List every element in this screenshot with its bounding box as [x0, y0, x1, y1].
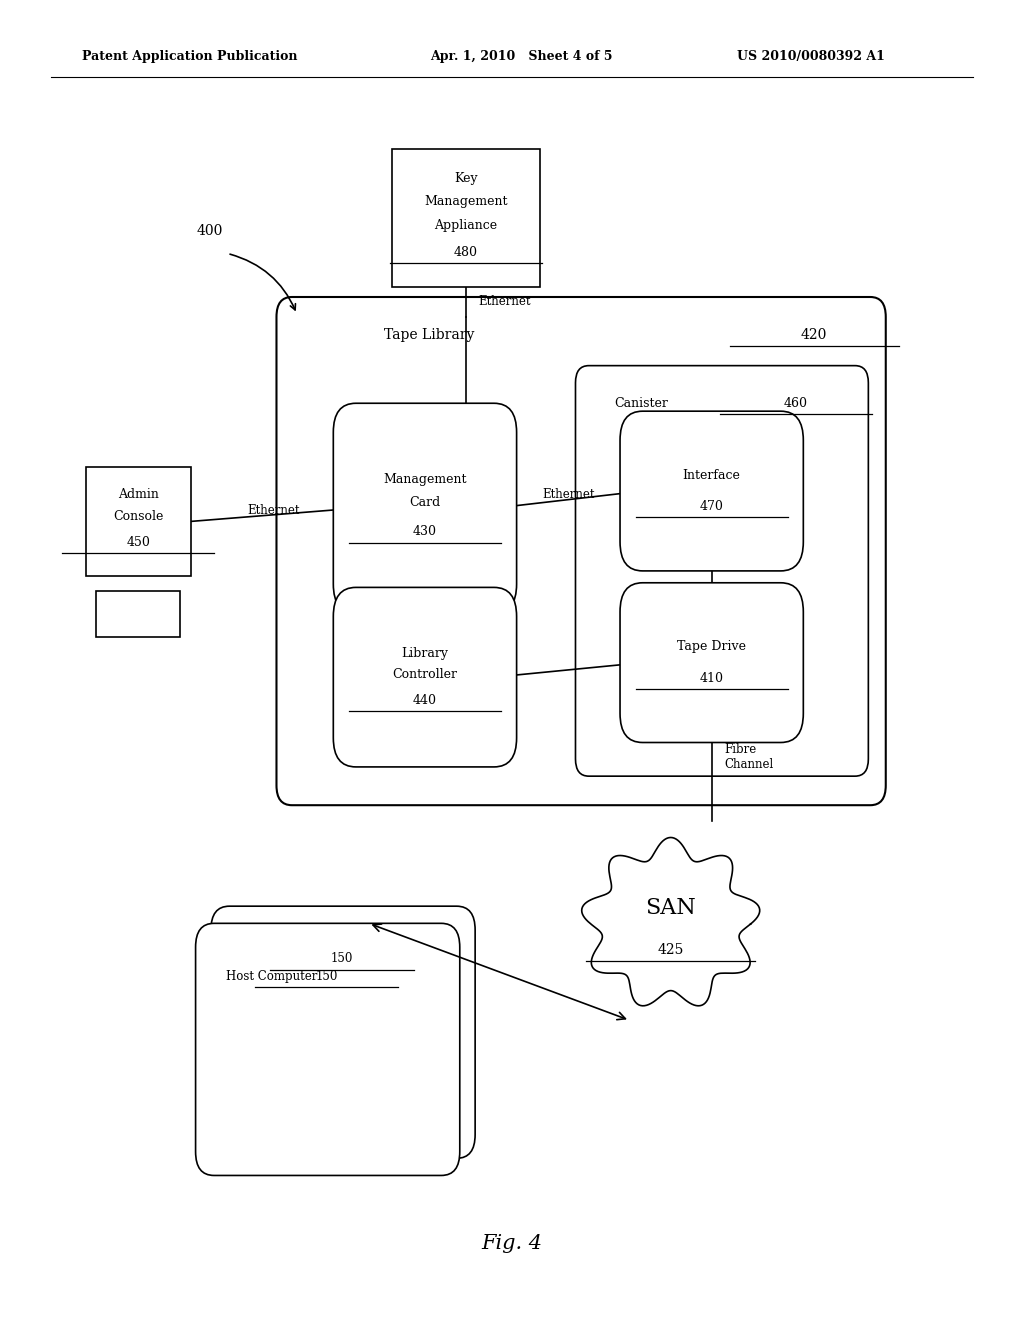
Text: 430: 430: [413, 525, 437, 539]
FancyBboxPatch shape: [333, 404, 516, 612]
Text: Canister: Canister: [614, 397, 669, 411]
Text: 420: 420: [801, 329, 827, 342]
Text: US 2010/0080392 A1: US 2010/0080392 A1: [737, 50, 885, 63]
FancyBboxPatch shape: [575, 366, 868, 776]
Text: Fig. 4: Fig. 4: [481, 1234, 543, 1253]
Text: Interface: Interface: [683, 469, 740, 482]
Text: Card: Card: [410, 496, 440, 510]
Text: Host Computer: Host Computer: [242, 953, 337, 965]
FancyBboxPatch shape: [620, 412, 803, 570]
Text: 425: 425: [657, 944, 684, 957]
Text: Library: Library: [401, 647, 449, 660]
FancyBboxPatch shape: [196, 924, 460, 1175]
Text: Patent Application Publication: Patent Application Publication: [82, 50, 297, 63]
Text: 150: 150: [331, 953, 353, 965]
FancyBboxPatch shape: [211, 906, 475, 1159]
FancyBboxPatch shape: [96, 590, 180, 636]
Text: 440: 440: [413, 694, 437, 708]
Text: Tape Drive: Tape Drive: [677, 640, 746, 653]
Text: 480: 480: [454, 246, 478, 259]
Text: Fibre
Channel: Fibre Channel: [724, 743, 773, 771]
Text: Ethernet: Ethernet: [542, 488, 595, 502]
Text: Appliance: Appliance: [434, 219, 498, 232]
Text: Console: Console: [113, 510, 164, 523]
Text: 450: 450: [126, 536, 151, 549]
Text: 470: 470: [699, 500, 724, 513]
Text: Key: Key: [454, 172, 478, 185]
Text: Controller: Controller: [392, 668, 458, 681]
FancyBboxPatch shape: [391, 149, 541, 288]
Text: Tape Library: Tape Library: [384, 329, 474, 342]
Text: Apr. 1, 2010   Sheet 4 of 5: Apr. 1, 2010 Sheet 4 of 5: [430, 50, 612, 63]
Text: 150: 150: [315, 970, 338, 982]
Text: Ethernet: Ethernet: [247, 504, 300, 517]
Text: Host Computer: Host Computer: [226, 970, 322, 982]
FancyBboxPatch shape: [620, 583, 803, 742]
FancyBboxPatch shape: [276, 297, 886, 805]
Text: SAN: SAN: [645, 898, 696, 919]
FancyBboxPatch shape: [333, 587, 516, 767]
Text: 400: 400: [197, 224, 223, 238]
FancyBboxPatch shape: [86, 467, 190, 576]
Text: Admin: Admin: [118, 488, 159, 502]
Text: Ethernet: Ethernet: [478, 296, 530, 309]
Text: Management: Management: [383, 473, 467, 486]
Polygon shape: [582, 837, 760, 1006]
Text: 410: 410: [699, 672, 724, 685]
Text: Management: Management: [424, 195, 508, 209]
Text: 460: 460: [783, 397, 808, 411]
